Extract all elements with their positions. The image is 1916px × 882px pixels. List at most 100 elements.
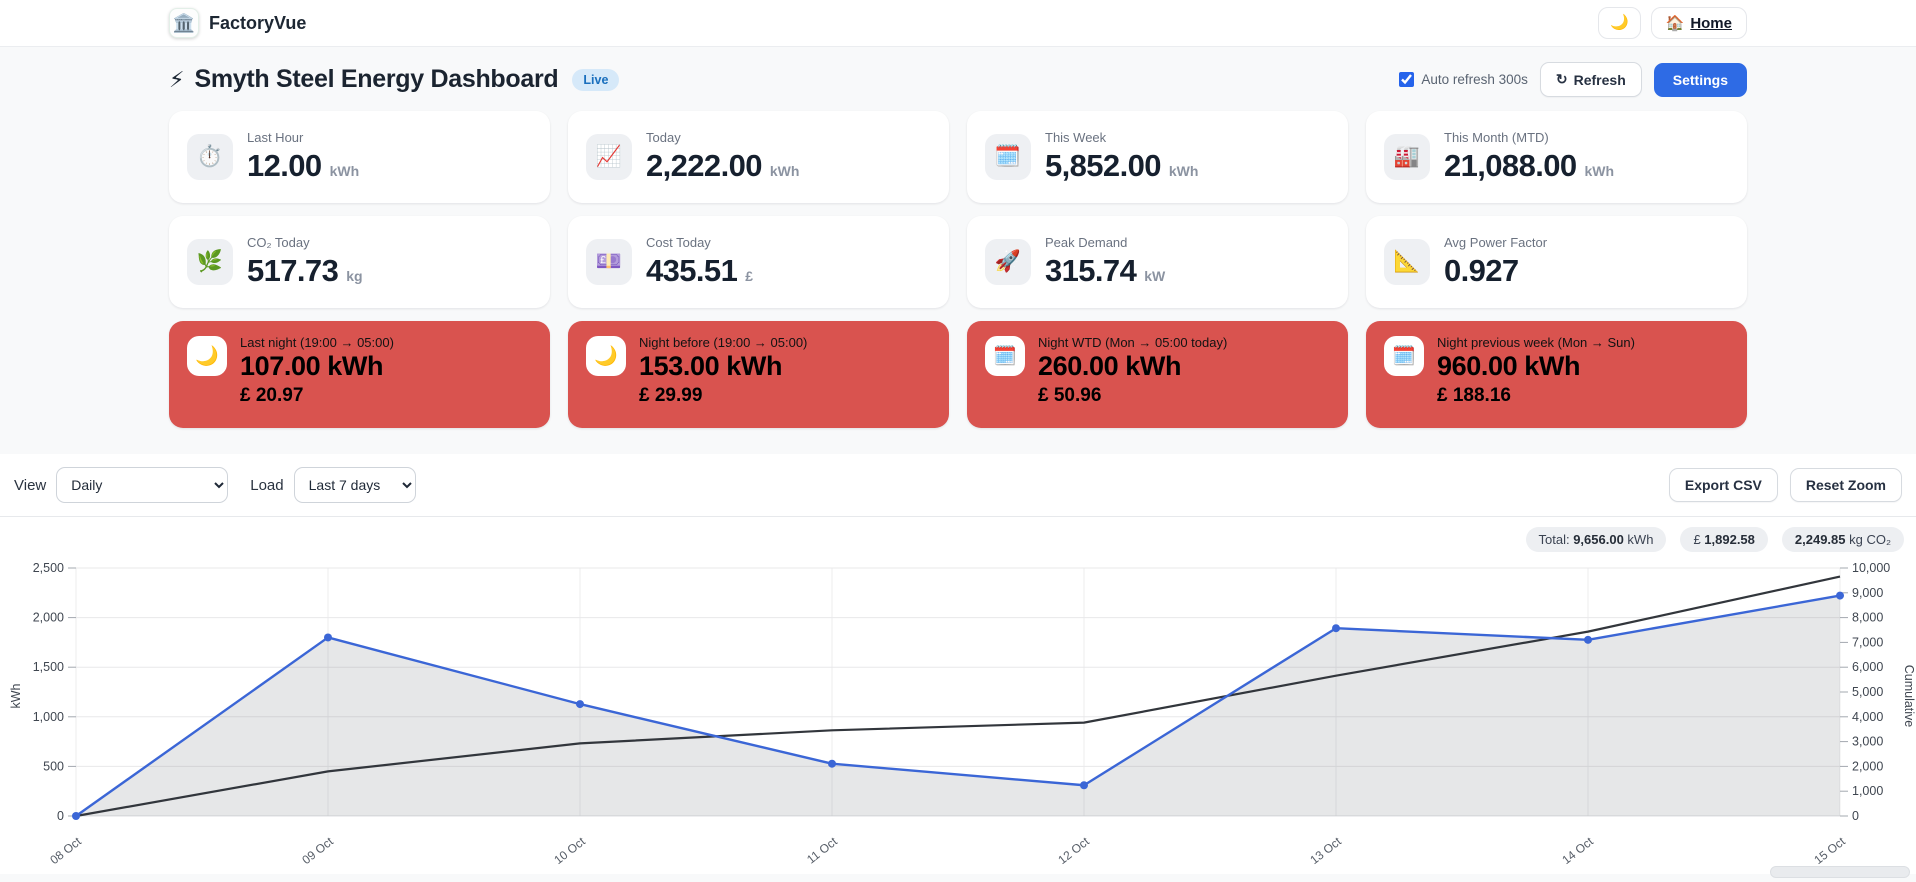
stat-unit: kWh	[1168, 163, 1199, 179]
stat-label: Avg Power Factor	[1444, 235, 1548, 250]
daily-data-point[interactable]	[1584, 635, 1592, 644]
rocket-icon: 🚀	[985, 239, 1031, 285]
live-status-badge: Live	[572, 68, 620, 91]
auto-refresh-checkbox[interactable]	[1399, 72, 1415, 87]
right-axis-tick-label: 4,000	[1852, 710, 1883, 724]
stat-unit: kWh	[329, 163, 360, 179]
chart-totals-row: Total: 9,656.00 kWh £ 1,892.58 2,249.85 …	[0, 525, 1916, 556]
night-card-night-before: 🌙 Night before (19:00 → 05:00) 153.00 kW…	[568, 321, 949, 428]
stat-unit: £	[745, 268, 754, 284]
stat-label: This Month (MTD)	[1444, 130, 1549, 145]
night-cost: £ 188.16	[1437, 384, 1511, 406]
night-value: 107.00 kWh	[240, 351, 384, 381]
right-axis-tick-label: 2,000	[1852, 759, 1883, 773]
daily-data-point[interactable]	[828, 759, 836, 768]
left-axis-title: kWh	[9, 683, 23, 708]
chart-controls-section: View Daily Load Last 7 days Export CSV R…	[0, 454, 1916, 517]
right-axis-tick-label: 8,000	[1852, 611, 1883, 625]
stat-value: 21,088.00	[1444, 148, 1577, 183]
x-axis-date-label: 14 Oct	[1559, 834, 1596, 867]
left-axis-tick-label: 1,000	[33, 710, 64, 724]
stat-unit: kWh	[1584, 163, 1615, 179]
daily-data-point[interactable]	[576, 700, 584, 709]
stat-label: Peak Demand	[1045, 235, 1128, 250]
night-label: Night before (19:00 → 05:00)	[639, 335, 808, 350]
night-label: Night WTD (Mon → 05:00 today)	[1038, 335, 1228, 350]
moon-icon: 🌙	[187, 336, 227, 376]
right-axis-tick-label: 9,000	[1852, 586, 1883, 600]
stat-card-co2-today: 🌿 CO₂ Today 517.73 kg	[169, 216, 550, 308]
calendar-icon: 🗓️	[985, 134, 1031, 180]
left-axis-tick-label: 2,000	[33, 611, 64, 625]
export-csv-button[interactable]: Export CSV	[1668, 468, 1778, 502]
total-energy-pill: Total: 9,656.00 kWh	[1525, 527, 1667, 552]
theme-toggle-button[interactable]: 🌙	[1597, 7, 1641, 39]
moon-icon: 🌙	[1609, 14, 1629, 32]
daily-data-point[interactable]	[324, 633, 332, 642]
total-cost-pill: £ 1,892.58	[1680, 527, 1768, 552]
settings-button[interactable]: Settings	[1653, 62, 1747, 97]
daily-data-point[interactable]	[1836, 591, 1844, 600]
auto-refresh-control: Auto refresh 300s	[1399, 72, 1528, 87]
night-cost: £ 20.97	[240, 384, 304, 406]
daily-data-point[interactable]	[1332, 624, 1340, 633]
home-button[interactable]: 🏠 Home	[1650, 7, 1747, 39]
right-axis-tick-label: 3,000	[1852, 735, 1883, 749]
zap-icon: ⚡	[169, 66, 185, 92]
night-label: Last night (19:00 → 05:00)	[240, 335, 394, 350]
chart-scrollbar[interactable]	[1770, 866, 1910, 878]
stat-card-peak-demand: 🚀 Peak Demand 315.74 kW	[967, 216, 1348, 308]
stat-value: 517.73	[247, 253, 339, 288]
stat-value: 2,222.00	[646, 148, 762, 183]
x-axis-date-label: 09 Oct	[299, 834, 336, 867]
load-select[interactable]: Last 7 days	[293, 467, 416, 503]
calendar-icon: 🗓️	[985, 336, 1025, 376]
refresh-icon: ↻	[1555, 71, 1568, 87]
night-cards-row: 🌙 Last night (19:00 → 05:00) 107.00 kWh …	[169, 321, 1747, 428]
x-axis-date-label: 10 Oct	[551, 834, 588, 867]
reset-zoom-button[interactable]: Reset Zoom	[1789, 468, 1902, 502]
left-axis-tick-label: 1,500	[33, 660, 64, 674]
x-axis-date-label: 12 Oct	[1055, 834, 1092, 867]
page-title: Smyth Steel Energy Dashboard	[194, 65, 559, 93]
refresh-label: Refresh	[1573, 71, 1626, 88]
night-cost: £ 50.96	[1038, 384, 1102, 406]
stat-value: 12.00	[247, 148, 322, 183]
pound-banknote-icon: 💷	[586, 239, 632, 285]
energy-chart[interactable]: 0 500 1,000 1,500 2,000 2,500 0 1,000 2,000 3,000…	[0, 556, 1916, 874]
night-value: 960.00 kWh	[1437, 351, 1581, 381]
night-card-wtd: 🗓️ Night WTD (Mon → 05:00 today) 260.00 …	[967, 321, 1348, 428]
night-cost: £ 29.99	[639, 384, 703, 406]
stat-value: 435.51	[646, 253, 738, 288]
view-select[interactable]: Daily	[56, 467, 229, 503]
right-axis-tick-label: 10,000	[1852, 561, 1890, 575]
stat-card-last-hour: ⏱️ Last Hour 12.00 kWh	[169, 111, 550, 203]
view-label: View	[14, 476, 47, 494]
x-axis-date-label: 13 Oct	[1307, 834, 1344, 867]
stat-card-today: 📈 Today 2,222.00 kWh	[568, 111, 949, 203]
stat-value: 0.927	[1444, 253, 1519, 288]
load-label: Load	[250, 476, 284, 494]
daily-data-point[interactable]	[1080, 781, 1088, 790]
stat-value: 5,852.00	[1045, 148, 1161, 183]
left-axis-tick-label: 0	[57, 809, 64, 823]
stat-card-this-week: 🗓️ This Week 5,852.00 kWh	[967, 111, 1348, 203]
factory-icon: 🏭	[1384, 134, 1430, 180]
right-axis-tick-label: 1,000	[1852, 784, 1883, 798]
refresh-button[interactable]: ↻ Refresh	[1539, 62, 1642, 97]
stat-label: This Week	[1045, 130, 1107, 145]
right-axis-title: Cumulative	[1902, 665, 1916, 728]
factoryvue-logo-icon: 🏛️	[169, 8, 199, 38]
left-axis-tick-label: 2,500	[33, 561, 64, 575]
stat-cards-row-2: 🌿 CO₂ Today 517.73 kg 💷 Cost Today 435.5…	[169, 216, 1747, 308]
x-axis-date-label: 08 Oct	[47, 834, 84, 867]
navbar: 🏛️ FactoryVue 🌙 🏠 Home	[0, 0, 1916, 47]
daily-kwh-line	[75, 594, 1841, 817]
stat-label: Today	[646, 130, 681, 145]
night-card-last-night: 🌙 Last night (19:00 → 05:00) 107.00 kWh …	[169, 321, 550, 428]
daily-data-point[interactable]	[72, 812, 80, 820]
stat-label: Cost Today	[646, 235, 711, 250]
home-label: Home	[1690, 14, 1732, 32]
home-icon: 🏠	[1665, 15, 1685, 32]
brand-name: FactoryVue	[209, 12, 307, 33]
